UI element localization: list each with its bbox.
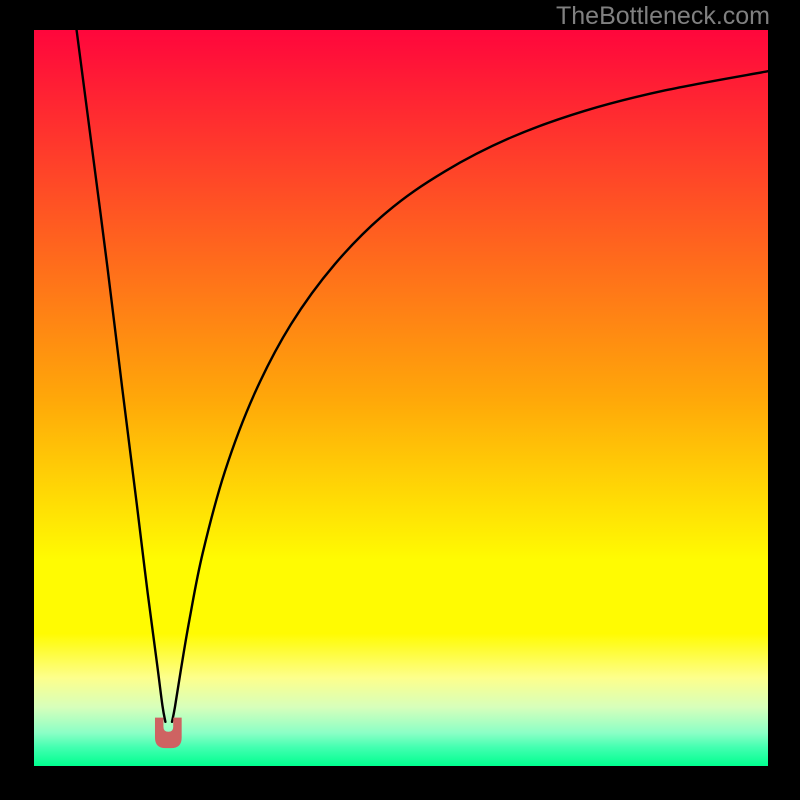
watermark-text: TheBottleneck.com bbox=[556, 2, 770, 31]
chart-frame: TheBottleneck.com bbox=[0, 0, 800, 800]
chart-svg bbox=[0, 0, 800, 800]
plot-background bbox=[34, 30, 768, 766]
